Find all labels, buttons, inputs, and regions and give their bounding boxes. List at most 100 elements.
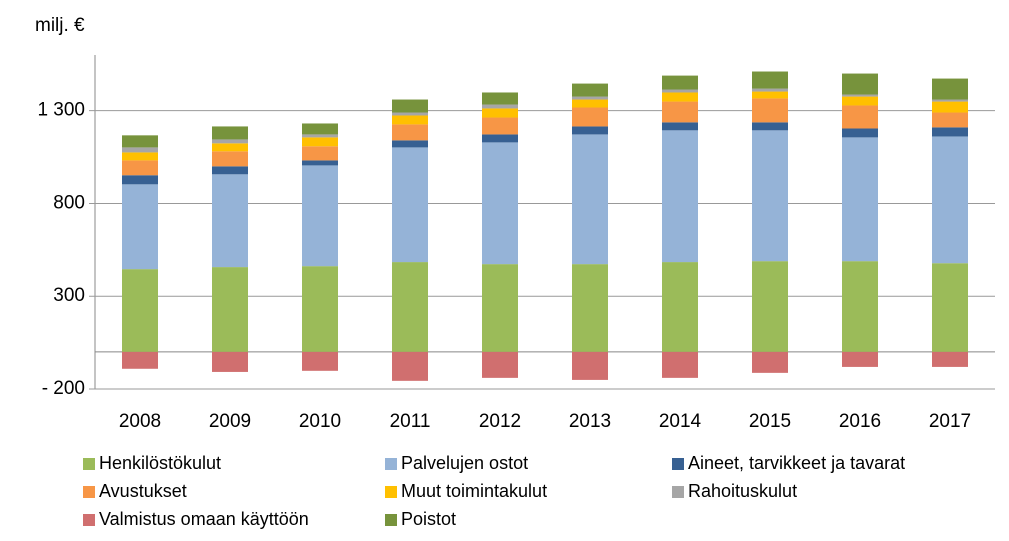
bar-segment [572, 107, 608, 127]
bar-segment [572, 99, 608, 108]
bar-segment [752, 98, 788, 123]
x-tick-label: 2010 [299, 411, 341, 432]
legend-label: Aineet, tarvikkeet ja tavarat [688, 453, 905, 473]
bar-segment [302, 146, 338, 161]
bar-segment [932, 136, 968, 264]
bar-segment [572, 264, 608, 352]
bar-segment [932, 112, 968, 128]
legend-label: Palvelujen ostot [401, 453, 528, 473]
bar-segment [932, 78, 968, 100]
y-tick-label: 800 [53, 192, 85, 213]
legend-label: Poistot [401, 509, 456, 529]
bar-segment [662, 130, 698, 263]
legend-swatch [672, 486, 684, 498]
legend-swatch [83, 486, 95, 498]
bar-segment [662, 351, 698, 378]
x-tick-label: 2017 [929, 411, 971, 432]
bar-segment [932, 351, 968, 367]
bar-segment [212, 143, 248, 152]
bar-segment [122, 152, 158, 161]
bar-segment [392, 262, 428, 352]
y-axis-label: milj. € [35, 15, 85, 36]
bar-segment [212, 174, 248, 268]
bar-segment [572, 96, 608, 100]
bar-segment [302, 123, 338, 135]
legend-label: Avustukset [99, 481, 187, 501]
bar-segment [302, 134, 338, 138]
bar-segment [122, 184, 158, 270]
bar-segment [122, 160, 158, 176]
legend-label: Muut toimintakulut [401, 481, 547, 501]
bar-segment [482, 104, 518, 109]
bar-segment [392, 351, 428, 381]
x-tick-label: 2008 [119, 411, 161, 432]
bar-segment [122, 351, 158, 369]
bar-segment [932, 263, 968, 352]
bar-segment [212, 267, 248, 352]
bar-segment [752, 71, 788, 89]
y-tick-label: 300 [53, 285, 85, 306]
bar-segment [212, 166, 248, 175]
bar-segment [392, 124, 428, 141]
bar-segment [122, 135, 158, 148]
bar-segment [752, 261, 788, 352]
bar-segment [842, 94, 878, 97]
legend-label: Valmistus omaan käyttöön [99, 509, 309, 529]
legend-swatch [83, 458, 95, 470]
bar-segment [482, 264, 518, 352]
bar-segment [302, 137, 338, 147]
legend-label: Rahoituskulut [688, 481, 797, 501]
x-tick-label: 2015 [749, 411, 791, 432]
bar-segment [122, 147, 158, 153]
legend-swatch [385, 458, 397, 470]
bar-segment [842, 128, 878, 138]
bar-segment [302, 351, 338, 371]
bar-segment [572, 83, 608, 97]
bar-segment [932, 99, 968, 102]
bar-segment [932, 101, 968, 113]
bar-segment [302, 165, 338, 267]
bar-segment [482, 351, 518, 378]
legend-swatch [385, 486, 397, 498]
bar-segment [842, 73, 878, 95]
bar-segment [482, 117, 518, 135]
bar-segment [482, 134, 518, 143]
bar-segment [482, 92, 518, 105]
bar-segment [662, 92, 698, 102]
bar-segment [572, 126, 608, 135]
bar-segment [752, 351, 788, 373]
bar-segment [752, 91, 788, 99]
bar-segment [392, 115, 428, 125]
x-tick-label: 2012 [479, 411, 521, 432]
bar-segment [662, 75, 698, 90]
bar-segment [842, 261, 878, 352]
legend-swatch [672, 458, 684, 470]
bar-segment [662, 262, 698, 352]
bar-segment [212, 139, 248, 144]
bar-segment [752, 130, 788, 262]
bar-segment [842, 351, 878, 367]
bar-segment [662, 89, 698, 93]
bar-segment [572, 351, 608, 380]
bar-segment [842, 96, 878, 106]
x-tick-label: 2014 [659, 411, 702, 432]
bar-segment [392, 99, 428, 113]
y-tick-label: - 200 [42, 378, 85, 399]
bar-segment [212, 126, 248, 140]
y-tick-label: 1 300 [37, 100, 85, 121]
bar-segment [482, 108, 518, 118]
bar-segment [572, 134, 608, 265]
legend-swatch [83, 514, 95, 526]
bar-segment [392, 140, 428, 148]
bar-segment [212, 151, 248, 167]
bar-segment [752, 88, 788, 92]
bar-segment [302, 266, 338, 352]
x-tick-label: 2011 [390, 411, 431, 432]
bar-segment [122, 175, 158, 185]
bar-segment [662, 122, 698, 131]
bar-segment [122, 269, 158, 352]
bar-segment [932, 127, 968, 137]
bar-segment [392, 147, 428, 263]
bar-segment [842, 105, 878, 129]
